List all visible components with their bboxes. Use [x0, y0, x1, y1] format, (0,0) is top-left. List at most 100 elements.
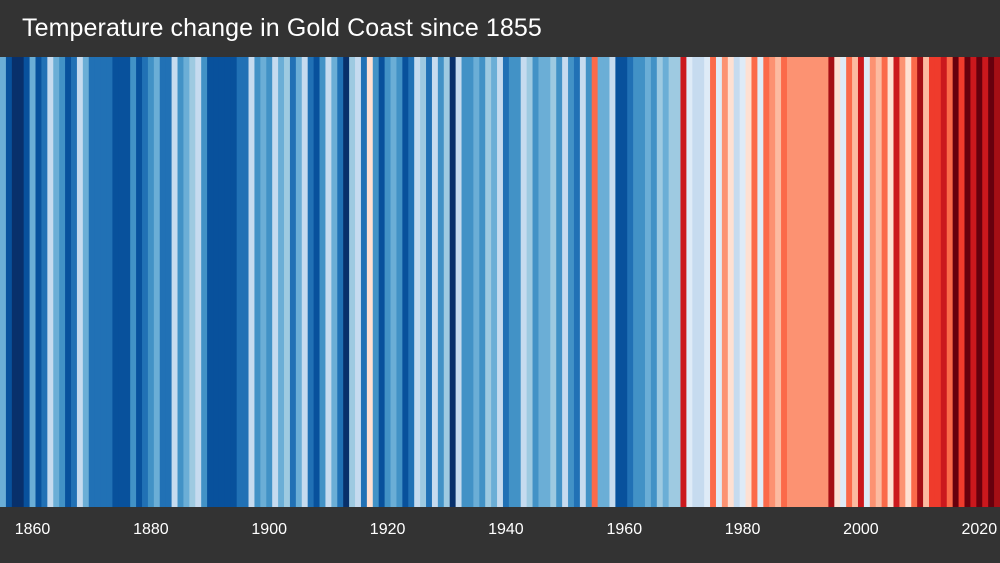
- stripe-1938: [491, 57, 498, 507]
- stripe-1908: [313, 57, 321, 507]
- stripe-2020: [976, 57, 983, 507]
- stripe-1919: [378, 57, 386, 507]
- stripe-1884: [171, 57, 179, 507]
- stripe-1994: [822, 57, 830, 507]
- stripe-1915: [355, 57, 362, 507]
- stripe-1906: [301, 57, 309, 507]
- stripe-1874: [112, 57, 119, 507]
- stripe-1969: [674, 57, 682, 507]
- stripe-1918: [372, 57, 380, 507]
- stripe-1950: [562, 57, 569, 507]
- stripe-1934: [467, 57, 474, 507]
- stripe-1875: [118, 57, 125, 507]
- stripe-1914: [349, 57, 356, 507]
- stripe-1992: [810, 57, 818, 507]
- stripe-1986: [775, 57, 782, 507]
- stripe-1858: [17, 57, 25, 507]
- stripe-1877: [130, 57, 137, 507]
- stripe-1859: [23, 57, 31, 507]
- stripe-1943: [520, 57, 528, 507]
- stripe-2021: [982, 57, 989, 507]
- stripe-1893: [224, 57, 232, 507]
- stripe-1889: [201, 57, 208, 507]
- stripe-1920: [384, 57, 392, 507]
- stripe-1903: [284, 57, 291, 507]
- stripe-1909: [319, 57, 327, 507]
- stripe-1984: [763, 57, 770, 507]
- stripe-2014: [940, 57, 948, 507]
- stripe-1961: [627, 57, 634, 507]
- stripe-1879: [142, 57, 149, 507]
- stripe-1967: [662, 57, 670, 507]
- stripe-2012: [928, 57, 936, 507]
- stripe-1888: [195, 57, 202, 507]
- stripe-1990: [798, 57, 806, 507]
- stripe-1916: [360, 57, 368, 507]
- stripe-1979: [733, 57, 741, 507]
- stripe-1856: [5, 57, 13, 507]
- stripe-1952: [573, 57, 581, 507]
- stripe-1876: [124, 57, 131, 507]
- stripe-1921: [390, 57, 398, 507]
- stripe-1862: [41, 57, 48, 507]
- stripe-1882: [159, 57, 167, 507]
- stripe-1881: [153, 57, 161, 507]
- stripe-1880: [147, 57, 155, 507]
- stripe-1912: [337, 57, 344, 507]
- stripe-1871: [94, 57, 102, 507]
- stripe-1972: [692, 57, 699, 507]
- stripe-1857: [11, 57, 19, 507]
- stripe-1873: [106, 57, 114, 507]
- stripe-2005: [887, 57, 895, 507]
- stripe-1962: [633, 57, 640, 507]
- stripe-1983: [757, 57, 764, 507]
- stripe-2002: [869, 57, 877, 507]
- stripe-2018: [964, 57, 972, 507]
- stripe-1894: [230, 57, 238, 507]
- stripe-2003: [875, 57, 883, 507]
- stripe-1869: [82, 57, 90, 507]
- stripe-1987: [781, 57, 788, 507]
- stripe-1868: [76, 57, 84, 507]
- stripe-1885: [177, 57, 185, 507]
- stripe-1963: [639, 57, 646, 507]
- stripe-1964: [644, 57, 652, 507]
- stripe-1991: [804, 57, 812, 507]
- stripe-1982: [751, 57, 758, 507]
- stripe-1981: [745, 57, 753, 507]
- stripe-1904: [289, 57, 297, 507]
- stripe-1905: [295, 57, 303, 507]
- stripe-1975: [710, 57, 717, 507]
- x-tick-label: 2020: [961, 521, 998, 538]
- stripe-1956: [597, 57, 605, 507]
- stripe-1896: [242, 57, 250, 507]
- stripe-1928: [431, 57, 439, 507]
- stripe-1866: [65, 57, 72, 507]
- stripe-1855: [0, 57, 7, 507]
- stripe-1989: [792, 57, 800, 507]
- stripe-1949: [556, 57, 563, 507]
- stripe-1878: [136, 57, 143, 507]
- stripe-1898: [254, 57, 261, 507]
- stripe-1955: [591, 57, 599, 507]
- stripe-1864: [53, 57, 60, 507]
- stripe-1996: [834, 57, 841, 507]
- stripe-1946: [538, 57, 545, 507]
- stripe-1870: [88, 57, 96, 507]
- stripe-2022: [988, 57, 995, 507]
- stripe-1913: [343, 57, 350, 507]
- stripe-2008: [905, 57, 912, 507]
- stripe-1902: [278, 57, 285, 507]
- stripe-2017: [958, 57, 966, 507]
- stripe-1985: [769, 57, 776, 507]
- stripe-1959: [615, 57, 622, 507]
- x-axis: 1860 1880 1900 1920 1940 1960 1980 2000 2020: [0, 507, 1000, 563]
- stripe-1930: [443, 57, 451, 507]
- stripe-1973: [698, 57, 705, 507]
- stripe-1965: [650, 57, 658, 507]
- stripe-1939: [497, 57, 504, 507]
- stripe-1910: [325, 57, 332, 507]
- stripe-2019: [970, 57, 977, 507]
- stripe-1976: [715, 57, 723, 507]
- stripe-1933: [461, 57, 469, 507]
